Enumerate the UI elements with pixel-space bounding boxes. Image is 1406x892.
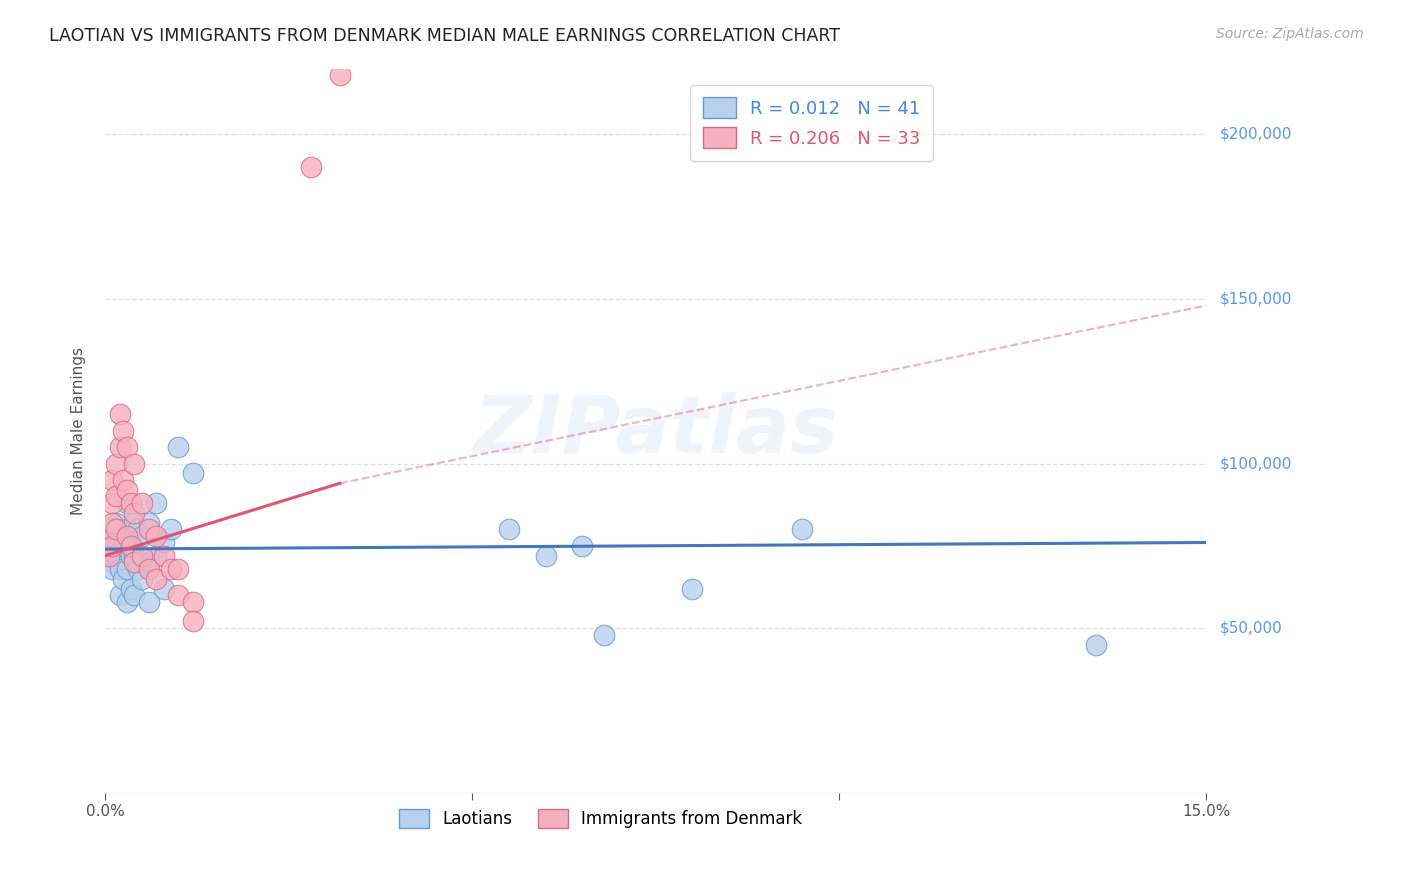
Text: LAOTIAN VS IMMIGRANTS FROM DENMARK MEDIAN MALE EARNINGS CORRELATION CHART: LAOTIAN VS IMMIGRANTS FROM DENMARK MEDIA… — [49, 27, 841, 45]
Point — [101, 516, 124, 530]
Point — [124, 516, 146, 530]
Text: $100,000: $100,000 — [1220, 456, 1292, 471]
Point — [792, 522, 814, 536]
Point — [160, 562, 183, 576]
Point — [138, 522, 160, 536]
Text: $200,000: $200,000 — [1220, 127, 1292, 142]
Point — [131, 496, 153, 510]
Point — [124, 555, 146, 569]
Point — [145, 549, 167, 563]
Text: $50,000: $50,000 — [1220, 621, 1282, 636]
Legend: Laotians, Immigrants from Denmark: Laotians, Immigrants from Denmark — [392, 803, 808, 835]
Point — [115, 496, 138, 510]
Point — [1085, 638, 1108, 652]
Point — [593, 628, 616, 642]
Point — [127, 562, 149, 576]
Point — [152, 535, 174, 549]
Point — [124, 549, 146, 563]
Text: ZIPatlas: ZIPatlas — [474, 392, 838, 469]
Point — [105, 522, 128, 536]
Point — [152, 582, 174, 596]
Point — [145, 496, 167, 510]
Point — [138, 562, 160, 576]
Point — [97, 522, 120, 536]
Point — [138, 516, 160, 530]
Point — [131, 549, 153, 563]
Point — [101, 562, 124, 576]
Point — [112, 473, 135, 487]
Point — [681, 582, 703, 596]
Point — [145, 529, 167, 543]
Point — [97, 539, 120, 553]
Point — [329, 68, 352, 82]
Point — [124, 457, 146, 471]
Point — [138, 595, 160, 609]
Point — [108, 407, 131, 421]
Point — [534, 549, 557, 563]
Point — [105, 549, 128, 563]
Y-axis label: Median Male Earnings: Median Male Earnings — [72, 347, 86, 515]
Point — [105, 457, 128, 471]
Point — [115, 529, 138, 543]
Point — [120, 549, 142, 563]
Point — [115, 595, 138, 609]
Point — [105, 490, 128, 504]
Point — [145, 572, 167, 586]
Point — [101, 496, 124, 510]
Point — [167, 588, 190, 602]
Point — [124, 588, 146, 602]
Point — [152, 549, 174, 563]
Point — [115, 562, 138, 576]
Text: $150,000: $150,000 — [1220, 292, 1292, 307]
Point — [101, 529, 124, 543]
Point — [120, 496, 142, 510]
Point — [498, 522, 520, 536]
Point — [108, 440, 131, 454]
Point — [120, 582, 142, 596]
Point — [127, 522, 149, 536]
Point — [112, 572, 135, 586]
Point — [115, 529, 138, 543]
Point — [167, 440, 190, 454]
Point — [105, 516, 128, 530]
Point — [167, 562, 190, 576]
Point — [112, 539, 135, 553]
Point — [101, 473, 124, 487]
Point — [181, 595, 204, 609]
Point — [571, 539, 593, 553]
Point — [108, 588, 131, 602]
Point — [299, 161, 322, 175]
Point — [131, 529, 153, 543]
Point — [100, 555, 122, 569]
Point — [160, 522, 183, 536]
Point — [97, 549, 120, 563]
Text: Source: ZipAtlas.com: Source: ZipAtlas.com — [1216, 27, 1364, 41]
Point — [112, 424, 135, 438]
Point — [124, 506, 146, 520]
Point — [181, 615, 204, 629]
Point — [108, 522, 131, 536]
Point — [120, 539, 142, 553]
Point — [138, 555, 160, 569]
Point — [101, 539, 124, 553]
Point — [131, 572, 153, 586]
Point — [115, 440, 138, 454]
Point — [108, 562, 131, 576]
Point — [181, 467, 204, 481]
Point — [115, 483, 138, 497]
